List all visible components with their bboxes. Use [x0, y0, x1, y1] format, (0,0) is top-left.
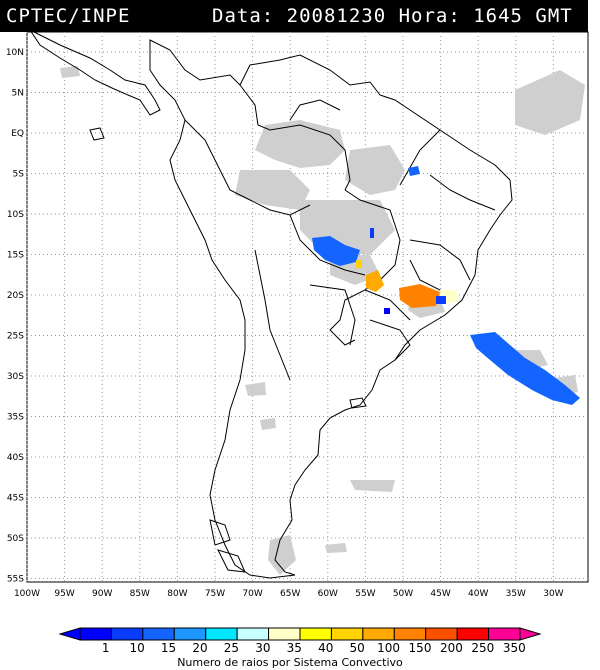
lat-label: 25S	[7, 332, 24, 342]
lat-label: 15S	[7, 251, 24, 261]
legend-swatch	[299, 627, 332, 641]
lon-label: 85W	[130, 589, 150, 599]
lon-label: 70W	[242, 589, 262, 599]
legend-value: 10	[130, 641, 145, 655]
lat-label: 5S	[13, 170, 25, 180]
lightning-cluster-yellow	[356, 260, 362, 268]
lon-label: 75W	[205, 589, 225, 599]
lon-label: 30W	[543, 589, 563, 599]
longitude-labels: 100W 95W 90W 85W 80W 75W 70W 65W 60W 55W 50W 45W 40W…	[14, 589, 564, 599]
lon-label: 90W	[92, 589, 112, 599]
legend-value: 20	[192, 641, 207, 655]
legend-value: 15	[161, 641, 176, 655]
lat-label: 40S	[7, 453, 24, 463]
legend-value: 100	[377, 641, 400, 655]
lightning-cluster-blue	[408, 166, 420, 176]
legend-value: 50	[350, 641, 365, 655]
legend-swatch	[205, 627, 238, 641]
lon-label: 55W	[355, 589, 375, 599]
legend-swatch	[488, 627, 521, 641]
legend-value: 30	[255, 641, 270, 655]
lat-label: EQ	[11, 129, 24, 139]
lightning-cluster-blue	[370, 228, 374, 238]
legend-value: 25	[224, 641, 239, 655]
lon-label: 100W	[14, 589, 40, 599]
map-grid	[26, 32, 588, 582]
lightning-cluster-blue	[470, 332, 580, 405]
lightning-cluster-blue	[384, 308, 390, 314]
lon-label: 45W	[430, 589, 450, 599]
lat-label: 50S	[7, 534, 24, 544]
legend-swatch	[268, 627, 301, 641]
lon-label: 40W	[468, 589, 488, 599]
legend-swatch	[110, 627, 144, 641]
legend-swatch	[79, 627, 112, 641]
legend-value: 350	[503, 641, 526, 655]
source-label: CPTEC/INPE	[6, 5, 131, 27]
legend-swatch	[362, 627, 395, 641]
legend-swatch	[173, 627, 207, 641]
legend-caption: Numero de raios por Sistema Convectivo	[177, 656, 403, 669]
legend-swatch	[456, 627, 490, 641]
lon-label: 65W	[280, 589, 300, 599]
lon-label: 50W	[393, 589, 413, 599]
header-bar: CPTEC/INPE Data: 20081230 Hora: 1645 GMT	[0, 0, 588, 32]
lightning-cluster-blue	[436, 296, 446, 304]
legend-swatch	[330, 627, 364, 641]
legend-swatch	[142, 627, 175, 641]
latitude-labels: 10N 5N EQ 5S 10S 15S 20S 25S 30S 35S 40S 45S 50S 55S	[6, 48, 24, 585]
legend-value: 150	[409, 641, 432, 655]
lat-label: 10S	[7, 210, 24, 220]
lightning-cluster-orange	[366, 270, 384, 292]
lon-label: 95W	[54, 589, 74, 599]
legend-arrow-left	[58, 627, 81, 641]
legend-value: 1	[102, 641, 110, 655]
legend-swatch	[236, 627, 270, 641]
lightning-systems	[312, 166, 580, 405]
legend-value: 200	[440, 641, 463, 655]
islands	[89, 127, 367, 573]
legend-swatch	[425, 627, 458, 641]
lat-label: 5N	[12, 89, 24, 99]
lat-label: 45S	[7, 494, 24, 504]
datetime-label: Data: 20081230 Hora: 1645 GMT	[212, 5, 573, 27]
lat-label: 55S	[7, 575, 24, 585]
lon-label: 80W	[167, 589, 187, 599]
legend-value: 40	[318, 641, 333, 655]
map-frame	[26, 31, 589, 583]
lon-label: 35W	[506, 589, 526, 599]
legend-value: 250	[471, 641, 494, 655]
legend-arrow-right	[519, 627, 542, 641]
legend-swatch	[393, 627, 427, 641]
lightning-cluster-orange	[399, 284, 440, 308]
lat-label: 20S	[7, 291, 24, 301]
legend-value: 35	[287, 641, 302, 655]
lat-label: 30S	[7, 372, 24, 382]
lon-label: 60W	[318, 589, 338, 599]
lightning-cluster-blue	[312, 236, 360, 266]
lat-label: 35S	[7, 413, 24, 423]
lat-label: 10N	[6, 48, 24, 58]
